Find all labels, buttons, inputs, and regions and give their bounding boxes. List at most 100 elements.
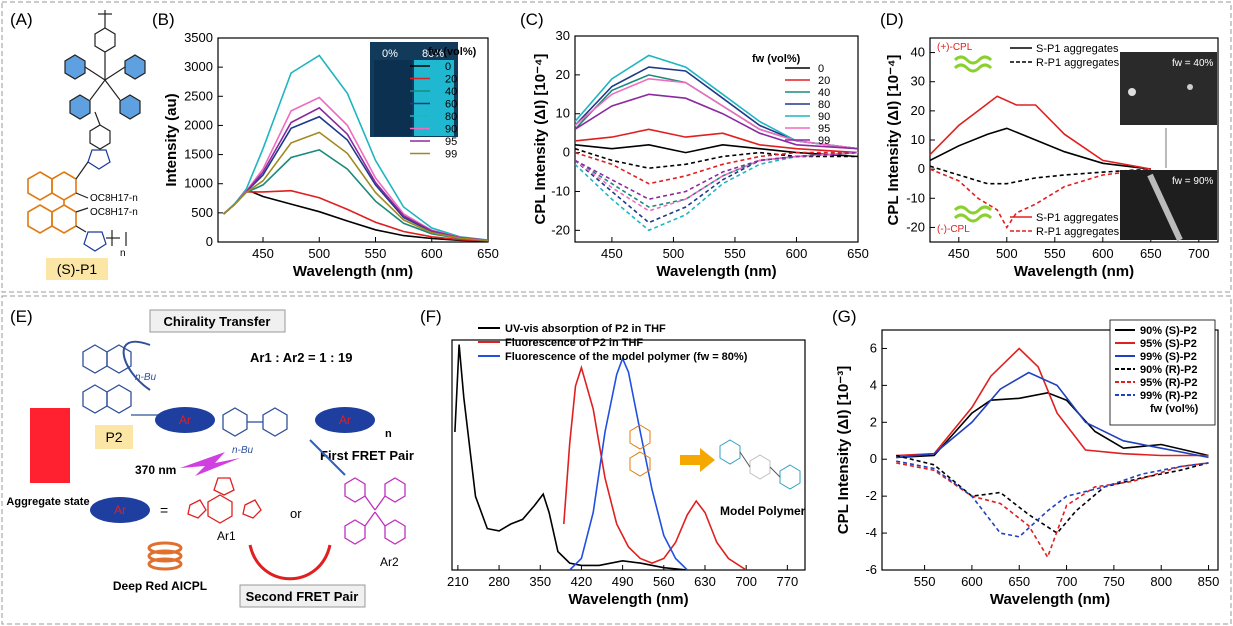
y-tick-label: -4 bbox=[865, 525, 877, 540]
legend-c-entry: 99 bbox=[818, 135, 830, 147]
y-tick-label: 0 bbox=[870, 451, 877, 466]
model-polymer-arrow bbox=[680, 448, 715, 472]
x-tick-label: 650 bbox=[1140, 246, 1162, 261]
panel-d: (D) 450 500 550 600 650 700 -20 -10 0 10 20 30 40 Wav… bbox=[880, 10, 1219, 280]
fluorene-unit bbox=[222, 407, 288, 437]
d-series-line bbox=[930, 165, 1151, 185]
legend-g-entry: 90% (S)-P2 bbox=[1140, 325, 1197, 337]
aggregate-state-text: Aggregate state bbox=[6, 496, 89, 508]
legend-d-bottom-1: S-P1 aggregates bbox=[1036, 212, 1119, 224]
y-tick-label: 4 bbox=[870, 377, 877, 392]
x-tick-label: 350 bbox=[529, 574, 551, 589]
b-series-line bbox=[223, 131, 488, 242]
x-tick-label: 420 bbox=[571, 574, 593, 589]
x-tick-label: 490 bbox=[612, 574, 634, 589]
plot-frame bbox=[451, 339, 806, 571]
excitation-bolt-icon bbox=[180, 452, 240, 476]
sem-image-90: fw = 90% bbox=[1120, 170, 1217, 242]
ratio-label: Ar1 : Ar2 = 1 : 19 bbox=[250, 350, 352, 365]
x-tick-label: 850 bbox=[1198, 574, 1220, 589]
c-dashed-series-line bbox=[575, 151, 858, 185]
ar1-label: Ar1 bbox=[217, 529, 236, 543]
nbu-2: n-Bu bbox=[232, 445, 254, 456]
legend-d-top-1: S-P1 aggregates bbox=[1036, 43, 1119, 55]
y-tick-label: 40 bbox=[911, 45, 925, 60]
plot-frame bbox=[881, 329, 1219, 571]
g-series-line bbox=[896, 462, 1209, 559]
second-fret-box bbox=[239, 584, 366, 608]
legend-g-entry: 99% (S)-P2 bbox=[1140, 351, 1197, 363]
p1-chain-n: n bbox=[120, 248, 126, 259]
model-polymer-structure bbox=[629, 424, 801, 490]
x-tick-label: 700 bbox=[735, 574, 757, 589]
y-tick-label: 0 bbox=[918, 161, 925, 176]
x-tick-label: 280 bbox=[488, 574, 510, 589]
y-tick-label: 30 bbox=[911, 74, 925, 89]
y-tick-label: 0 bbox=[206, 234, 213, 249]
y-axis-title: CPL Intensity (ΔI) [10⁻⁴] bbox=[885, 55, 902, 226]
c-series-line bbox=[575, 54, 858, 150]
d-series-line bbox=[930, 127, 1151, 170]
y-tick-label: -2 bbox=[865, 488, 877, 503]
x-tick-label: 700 bbox=[1056, 574, 1078, 589]
legend-b-entry: 20 bbox=[445, 74, 457, 86]
equals-sign: = bbox=[160, 502, 168, 518]
ar-unit-3 bbox=[90, 497, 150, 523]
c-series-line bbox=[575, 128, 858, 154]
ar1-structure bbox=[187, 477, 262, 524]
plot-frame bbox=[574, 35, 859, 243]
legend-b-entry: 0 bbox=[445, 61, 451, 73]
legend-b-entry: 80 bbox=[445, 111, 457, 123]
chirality-transfer-box bbox=[149, 309, 286, 333]
ar-unit-2 bbox=[315, 407, 375, 433]
aggregate-vial bbox=[30, 408, 70, 483]
y-tick-label: 2 bbox=[870, 414, 877, 429]
y-tick-label: -6 bbox=[865, 562, 877, 577]
c-series-line bbox=[575, 77, 858, 150]
panel-g-label: (G) bbox=[832, 307, 857, 326]
y-tick-label: -10 bbox=[551, 183, 570, 198]
legend-c-title: fw (vol%) bbox=[752, 53, 801, 65]
excitation-wavelength: 370 nm bbox=[135, 463, 176, 477]
top-panel-frame bbox=[1, 1, 1232, 293]
x-tick-label: 770 bbox=[776, 574, 798, 589]
b-series-line bbox=[223, 149, 488, 242]
legend-d-top-2: R-P1 aggregates bbox=[1036, 57, 1120, 69]
x-tick-label: 550 bbox=[914, 574, 936, 589]
ar-unit-3-label: Ar bbox=[114, 503, 126, 517]
panel-c-label: (C) bbox=[520, 10, 544, 29]
y-tick-label: -10 bbox=[906, 190, 925, 205]
x-tick-label: 500 bbox=[996, 246, 1018, 261]
panel-b: (B) 450 500 550 600 650050010001500200025003… bbox=[152, 10, 499, 280]
legend-g-frame bbox=[1109, 319, 1216, 426]
sem-label-90: fw = 90% bbox=[1172, 176, 1214, 187]
second-fret-arrow bbox=[248, 544, 332, 581]
c-dashed-series-line bbox=[575, 147, 858, 170]
x-tick-label: 800 bbox=[1150, 574, 1172, 589]
c-series-line bbox=[575, 93, 858, 150]
panel-c: (C) 450 500 550 600 650 -20 -10 0 10 20 30 Waveleng… bbox=[520, 10, 869, 280]
nbu-1: n-Bu bbox=[135, 372, 157, 383]
legend-b-title: fw (vol%) bbox=[428, 46, 477, 58]
x-tick-label: 630 bbox=[694, 574, 716, 589]
g-series-line bbox=[896, 347, 1209, 457]
legend-c-entry: 95 bbox=[818, 123, 830, 135]
y-tick-label: -20 bbox=[551, 222, 570, 237]
x-tick-label: 750 bbox=[1103, 574, 1125, 589]
panel-f-label: (F) bbox=[420, 307, 442, 326]
plot-c: 450 500 550 600 650 -20 -10 0 10 20 30 Wavelength (… bbox=[532, 28, 869, 280]
d-series-line bbox=[930, 168, 1151, 229]
y-tick-label: 3000 bbox=[184, 59, 213, 74]
legend-b-entry: 99 bbox=[445, 149, 457, 161]
y-tick-label: 10 bbox=[556, 106, 570, 121]
inset-label-0pct: 0% bbox=[382, 48, 398, 60]
plot-g: 550 600 650 700 750 800 850 -6 -4 -2 0 2 4 6 Wavelengt… bbox=[835, 329, 1220, 608]
legend-f: UV-vis absorption of P2 in THF Fluorescen… bbox=[478, 323, 748, 363]
legend-d-bottom-2: R-P1 aggregates bbox=[1036, 226, 1120, 238]
g-series-line bbox=[896, 460, 1209, 538]
first-fret-arrow bbox=[309, 439, 346, 476]
ar-unit-1 bbox=[155, 407, 215, 433]
panel-e-label: (E) bbox=[10, 307, 33, 326]
